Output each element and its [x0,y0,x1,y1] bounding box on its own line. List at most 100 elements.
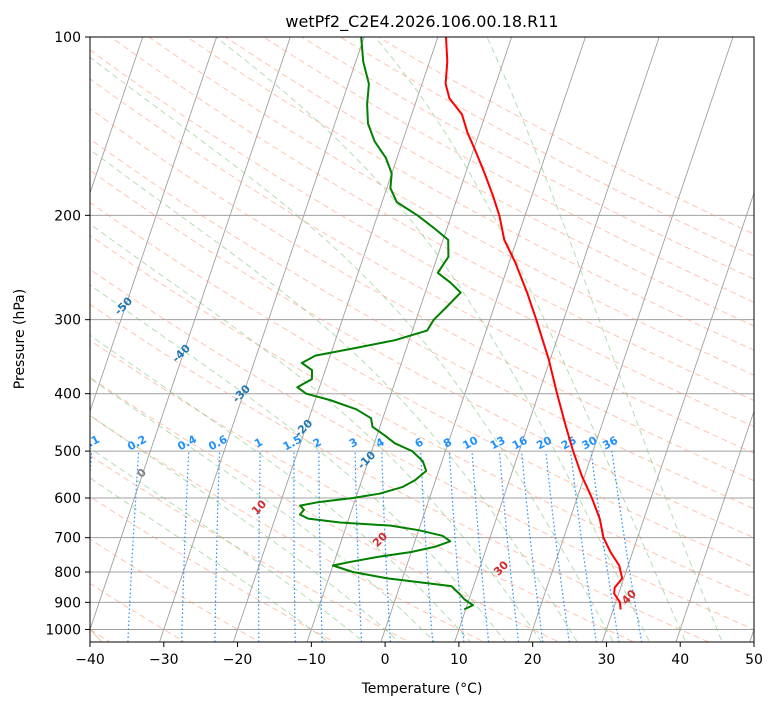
moist-adiabat-line [90,377,436,642]
mixing-ratio-label: 10 [461,433,481,452]
mixing-ratio-line [293,451,296,642]
mixing-ratio-label: 0.1 [78,433,101,454]
y-tick-label: 1000 [45,622,81,638]
dry-adiabat-line [90,339,635,642]
isotherm-line [232,37,439,642]
y-tick-label: 100 [54,30,81,46]
dry-adiabat-line [339,37,754,257]
mixing-ratio-label: 6 [413,435,426,450]
x-tick-label: 50 [745,652,763,668]
dry-adiabat-line [90,582,186,642]
x-tick-label: −10 [297,652,327,668]
isotherm-label: -40 [170,342,193,365]
mixing-ratio-label: 1 [252,435,265,450]
dry-adiabat-line [262,37,754,303]
isotherm-label: -70 [0,198,20,221]
mixing-ratio-line [420,451,434,642]
dry-adiabat-line [90,201,754,568]
isotherm-line [90,37,218,413]
plot-frame [89,36,755,643]
isotherm-label: -30 [230,382,253,405]
mixing-ratio-line [611,451,643,642]
mixing-ratio-label: 13 [488,434,508,453]
moist-adiabat-line [90,414,401,642]
y-axis: 100 200 300 400 500 600 700 800 900 1000 [45,30,90,638]
isotherm-line [90,37,144,195]
isotherm-label: -10 [355,448,378,471]
dewpoint-profile-line [296,37,474,611]
dry-adiabat-line [90,234,754,599]
mixing-ratio-label: 0.2 [125,433,148,454]
mixing-ratio-line [181,451,190,642]
moist-adiabat-line [90,56,614,642]
dry-adiabat-line [90,303,710,642]
background-lines [0,10,754,654]
x-tick-label: 20 [524,652,542,668]
moist-adiabat-line [90,447,365,642]
x-tick-label: 30 [598,652,616,668]
mixing-ratio-label: 36 [600,434,620,453]
mixing-ratio-label: 2 [311,435,324,450]
dry-adiabat-line [90,169,754,539]
mixing-ratio-line [448,451,465,642]
mixing-ratio-label: 16 [510,434,530,453]
moist-adiabat-line [215,37,651,642]
mixing-ratio-line [354,451,363,642]
isotherm-line [675,409,754,642]
dry-adiabat-line [90,538,261,642]
moist-adiabat-line [90,284,507,642]
moist-adiabat-line [90,477,330,642]
x-tick-label: −40 [75,652,105,668]
temperature-profile-line [444,37,624,610]
isotherm-line [601,191,754,642]
moist-adiabat-line [486,37,723,642]
y-tick-label: 500 [54,444,81,460]
mixing-ratio-line [381,451,391,642]
y-tick-label: 800 [54,565,81,581]
dry-adiabat-line [224,37,754,327]
mixing-ratio-label: 25 [559,434,579,453]
isotherm-line [454,37,660,642]
y-tick-label: 900 [54,595,81,611]
dry-adiabat-line [90,49,754,428]
mixing-ratio-line [258,451,261,642]
series-layer [296,37,624,611]
x-axis-label: Temperature (°C) [361,681,483,697]
dry-adiabat-line [90,138,754,510]
moist-adiabat-line [90,149,578,642]
mixing-ratio-line [318,451,323,642]
mixing-ratio-line [521,451,544,642]
mixing-ratio-label: 30 [580,434,600,453]
dry-adiabat-line [90,495,336,642]
moist-adiabat-line [374,37,687,642]
reference-curve [0,24,1,654]
mixing-ratio-label: 3 [347,435,360,450]
mixing-ratio-label: 0.6 [206,433,230,454]
temperature-line-label: 40 [619,587,639,607]
y-axis-label: Pressure (hPa) [12,289,28,389]
x-tick-label: −30 [149,652,179,668]
isotherm-line [0,10,4,654]
x-tick-label: 0 [381,652,390,668]
y-tick-label: 400 [54,387,81,403]
y-tick-label: 700 [54,531,81,547]
isotherm-line [527,37,734,642]
dry-adiabat-line [90,376,561,642]
mixing-ratio-label: 20 [534,433,554,452]
dry-adiabat-line [90,107,754,482]
x-tick-label: 40 [671,652,689,668]
isotherm-line [749,628,754,642]
x-tick-label: −20 [223,652,253,668]
mixing-ratio-label: 4 [374,435,387,450]
chart-title: wetPf2_C2E4.2026.106.00.18.R11 [285,12,558,32]
isotherm-line [380,37,586,642]
dry-adiabat-line [300,37,754,280]
x-tick-label: 10 [450,652,468,668]
mixing-ratio-line [127,451,140,642]
dry-adiabat-line [377,37,754,235]
dry-adiabat-line [90,78,754,454]
mixing-ratio-line [214,451,221,642]
x-axis: −40 −30 −20 −10 0 10 20 30 40 50 [75,642,763,668]
y-tick-label: 300 [54,313,81,329]
